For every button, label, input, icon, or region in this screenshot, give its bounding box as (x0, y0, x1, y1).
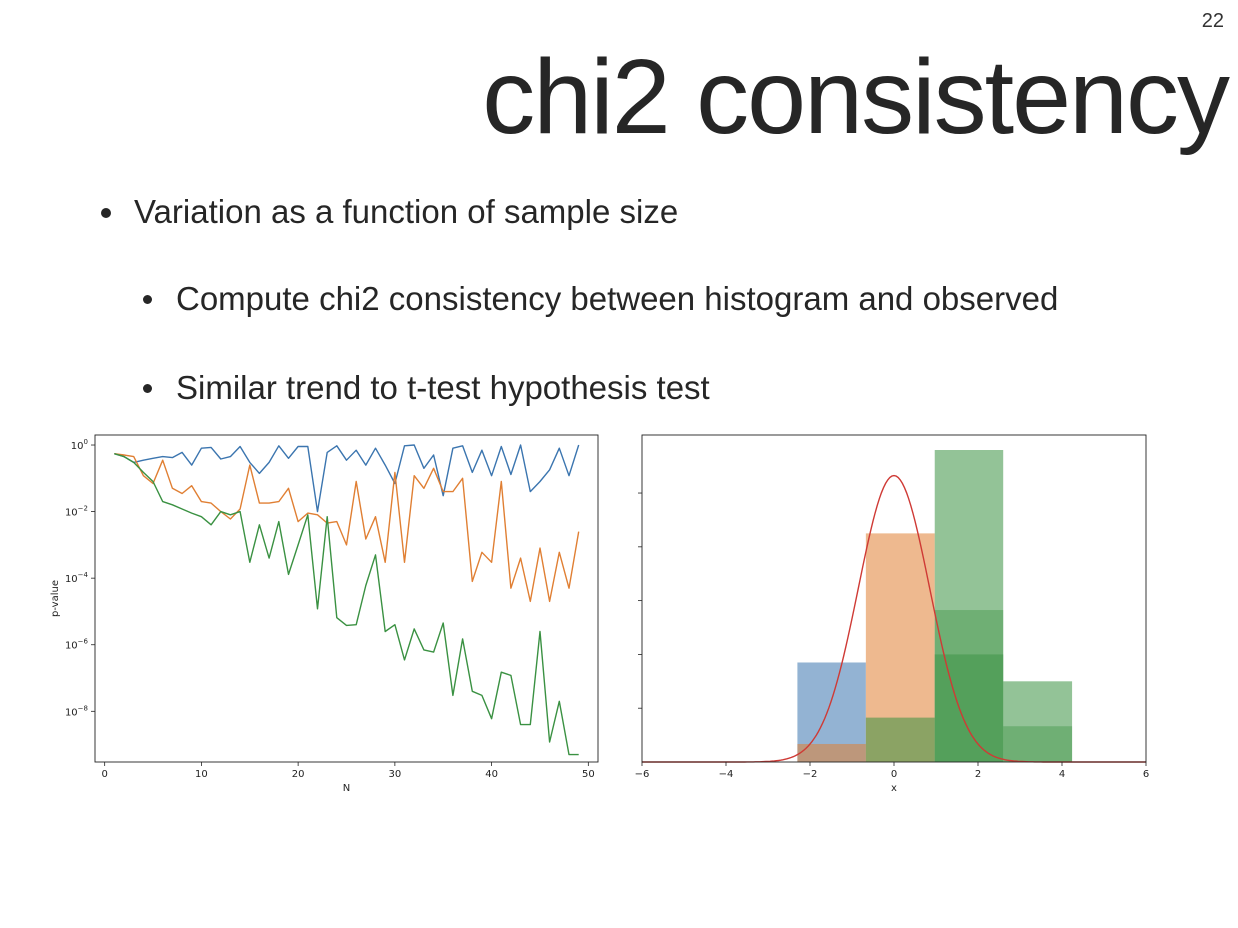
slide-number: 22 (1201, 10, 1224, 32)
bullet-item: Compute chi2 consistency between histogr… (143, 280, 1059, 318)
histogram-bar (1003, 726, 1073, 762)
x-tick-label: 6 (1143, 769, 1149, 780)
slide-title: chi2 consistency (482, 38, 1230, 156)
series-line-1 (114, 444, 580, 513)
x-tick-label: 10 (195, 769, 208, 780)
x-tick-label: −2 (803, 769, 818, 780)
bullet-text: Compute chi2 consistency between histogr… (176, 280, 1059, 317)
x-tick-label: 50 (582, 769, 595, 780)
histogram-bar (1003, 681, 1073, 762)
x-tick-label: 0 (101, 769, 107, 780)
y-tick-label: 10−8 (65, 704, 88, 718)
series-line-3 (114, 453, 579, 756)
y-tick-label: 10−2 (65, 505, 88, 519)
bullet-item: Variation as a function of sample size (101, 193, 679, 231)
bullet-text: Variation as a function of sample size (134, 193, 679, 230)
histogram-bar (797, 743, 866, 762)
histogram-bar (865, 717, 935, 762)
bullet-dot-icon (101, 208, 111, 218)
y-tick-label: 10−6 (65, 638, 89, 652)
bullet-text: Similar trend to t-test hypothesis test (176, 369, 710, 406)
x-tick-label: −4 (719, 769, 734, 780)
x-tick-label: 2 (975, 769, 981, 780)
x-axis-label: x (891, 783, 897, 794)
x-tick-label: 20 (292, 769, 305, 780)
bullet-item: Similar trend to t-test hypothesis test (143, 369, 710, 407)
x-tick-label: 4 (1059, 769, 1065, 780)
bullet-dot-icon (143, 295, 152, 304)
x-tick-label: 30 (388, 769, 401, 780)
y-tick-label: 10−4 (65, 571, 89, 585)
x-tick-label: −6 (635, 769, 650, 780)
x-tick-label: 40 (485, 769, 498, 780)
series-line-2 (114, 453, 580, 603)
bullet-dot-icon (143, 384, 152, 393)
y-tick-label: 100 (71, 438, 88, 452)
x-tick-label: 0 (891, 769, 897, 780)
x-axis-label: N (343, 783, 350, 794)
histogram-bar (934, 654, 1004, 762)
y-axis-label: p-value (50, 580, 61, 617)
plot-frame (94, 434, 599, 763)
